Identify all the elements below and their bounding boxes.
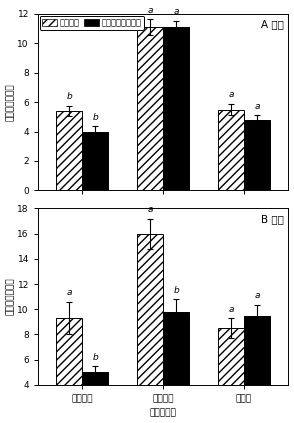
Y-axis label: 纹枟虫为害指数: 纹枟虫为害指数 [6, 278, 15, 316]
Bar [56, 111, 82, 190]
Text: a: a [228, 90, 234, 99]
Text: a: a [148, 205, 153, 214]
Bar [244, 316, 270, 423]
Text: a: a [148, 5, 153, 15]
Text: b: b [92, 352, 98, 362]
Y-axis label: 纹枯病病情指数: 纹枯病病情指数 [6, 83, 15, 121]
Text: A 早稻: A 早稻 [260, 19, 283, 29]
Bar [82, 372, 108, 423]
Bar [244, 120, 270, 190]
Text: B 晚稻: B 晚稻 [260, 214, 283, 224]
Legend: 水稻单作, 水稻与梭鱼草间作: 水稻单作, 水稻与梭鱼草间作 [39, 16, 144, 30]
Bar [56, 318, 82, 423]
Bar [163, 312, 189, 423]
Bar [137, 233, 163, 423]
Bar [137, 27, 163, 190]
Text: a: a [67, 288, 72, 297]
Bar [163, 27, 189, 190]
X-axis label: 水稻生育期: 水稻生育期 [150, 409, 177, 418]
Text: a: a [254, 102, 260, 111]
Text: b: b [66, 92, 72, 102]
Text: a: a [254, 291, 260, 300]
Text: a: a [228, 305, 234, 314]
Bar [218, 328, 244, 423]
Bar [218, 110, 244, 190]
Bar [82, 132, 108, 190]
Text: b: b [92, 113, 98, 122]
Text: a: a [173, 7, 179, 16]
Text: b: b [173, 286, 179, 295]
